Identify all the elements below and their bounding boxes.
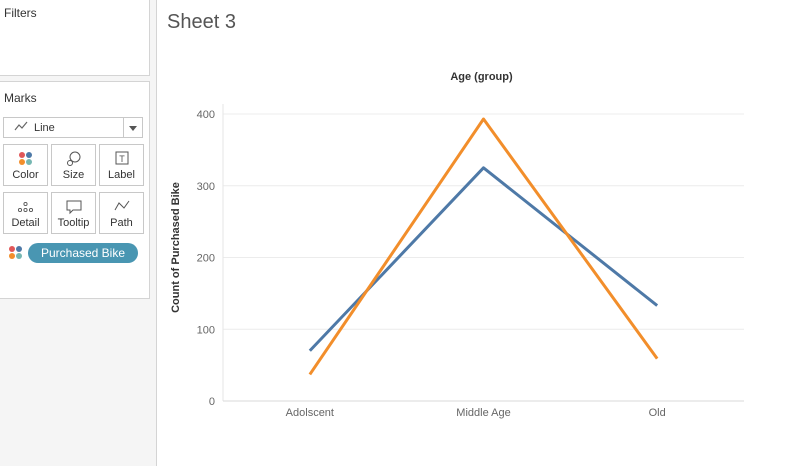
y-axis-label: Count of Purchased Bike bbox=[170, 182, 182, 313]
label-button[interactable]: T Label bbox=[99, 144, 144, 186]
tooltip-button-label: Tooltip bbox=[57, 217, 90, 229]
path-button-label: Path bbox=[110, 217, 133, 229]
line-chart[interactable]: Age (group) Count of Purchased Bike 0 100 20… bbox=[160, 58, 780, 428]
detail-button[interactable]: Detail bbox=[3, 192, 48, 234]
detail-button-label: Detail bbox=[11, 217, 40, 229]
color-button[interactable]: Color bbox=[3, 144, 48, 186]
tooltip-icon bbox=[66, 200, 82, 215]
marks-title: Marks bbox=[4, 91, 37, 105]
x-tick-label: Middle Age bbox=[456, 407, 510, 419]
size-button[interactable]: Size bbox=[51, 144, 96, 186]
marks-card: Marks Line Color Size T bbox=[0, 81, 150, 299]
x-tick-label: Old bbox=[649, 407, 666, 419]
y-tick-label: 300 bbox=[197, 181, 215, 193]
svg-text:T: T bbox=[119, 154, 125, 164]
path-icon bbox=[114, 200, 130, 211]
label-button-label: Label bbox=[108, 169, 135, 181]
series-line-1 bbox=[308, 117, 659, 376]
x-tick-label: Adolscent bbox=[286, 407, 334, 419]
y-tick-label: 200 bbox=[197, 253, 215, 265]
size-button-label: Size bbox=[62, 169, 85, 181]
mark-type-dropdown[interactable]: Line bbox=[3, 117, 143, 138]
path-button[interactable]: Path bbox=[99, 192, 144, 234]
color-button-label: Color bbox=[12, 169, 39, 181]
color-dots-icon bbox=[9, 246, 22, 259]
color-dots-icon bbox=[19, 152, 32, 165]
detail-icon bbox=[17, 201, 34, 213]
tooltip-button[interactable]: Tooltip bbox=[51, 192, 96, 234]
y-tick-label: 0 bbox=[209, 396, 215, 408]
y-tick-label: 400 bbox=[197, 109, 215, 121]
y-tick-label: 100 bbox=[197, 324, 215, 336]
size-icon bbox=[67, 151, 81, 166]
label-icon: T bbox=[115, 151, 129, 165]
purchased-bike-pill[interactable]: Purchased Bike bbox=[28, 243, 138, 263]
chevron-down-icon[interactable] bbox=[123, 118, 142, 137]
filters-title: Filters bbox=[4, 6, 37, 20]
sheet-title: Sheet 3 bbox=[167, 11, 236, 33]
left-panel: Filters Marks Line Color Size bbox=[0, 0, 157, 466]
filters-card[interactable]: Filters bbox=[0, 0, 150, 76]
mark-type-label: Line bbox=[34, 122, 55, 134]
series-line-0 bbox=[308, 166, 659, 352]
line-mark-icon bbox=[14, 121, 28, 131]
chart-title: Age (group) bbox=[450, 71, 513, 83]
